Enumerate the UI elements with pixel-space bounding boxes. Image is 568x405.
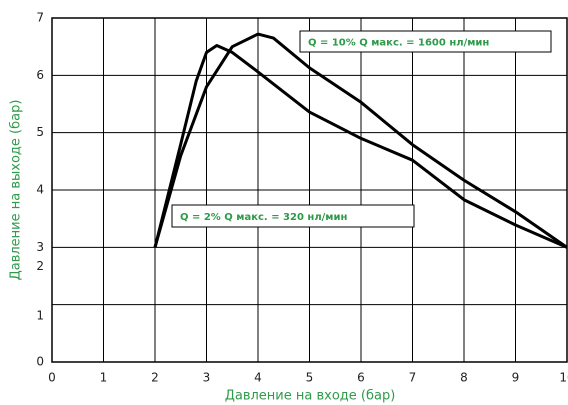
x-tick-label: 7 — [409, 371, 417, 385]
x-tick-label: 9 — [512, 371, 520, 385]
x-tick-label: 1 — [100, 371, 108, 385]
plot-frame — [51, 17, 568, 363]
x-tick-label: 4 — [254, 371, 262, 385]
y-tick-label: 4 — [36, 183, 44, 197]
line-series — [153, 44, 568, 249]
annotation-box — [299, 30, 552, 53]
x-tick-label: 6 — [357, 371, 365, 385]
y-tick-label: 6 — [36, 68, 44, 82]
y-tick-label: 1 — [36, 309, 44, 323]
y-axis-title: Давление на выходе (бар) — [9, 100, 24, 281]
y-tick-label: 5 — [36, 125, 44, 139]
y-tick-label: 0 — [36, 355, 44, 369]
annotation: Q = 2% Q макс. = 320 нл/мин — [180, 212, 347, 223]
y-tick-label: 7 — [36, 11, 44, 25]
y-tick-label: 3 — [36, 240, 44, 254]
x-tick-label: 0 — [48, 371, 56, 385]
x-axis-title: Давление на входе (бар) — [225, 389, 396, 404]
y-tick-label: 2 — [36, 259, 44, 273]
annotation-box — [171, 204, 415, 228]
x-tick-label: 8 — [460, 371, 468, 385]
x-tick-label: 5 — [306, 371, 314, 385]
line-series — [153, 32, 568, 249]
x-tick-label: 10 — [559, 371, 568, 385]
x-tick-label: 2 — [151, 371, 159, 385]
x-tick-label: 3 — [203, 371, 211, 385]
annotation: Q = 10% Q макс. = 1600 нл/мин — [308, 38, 489, 49]
